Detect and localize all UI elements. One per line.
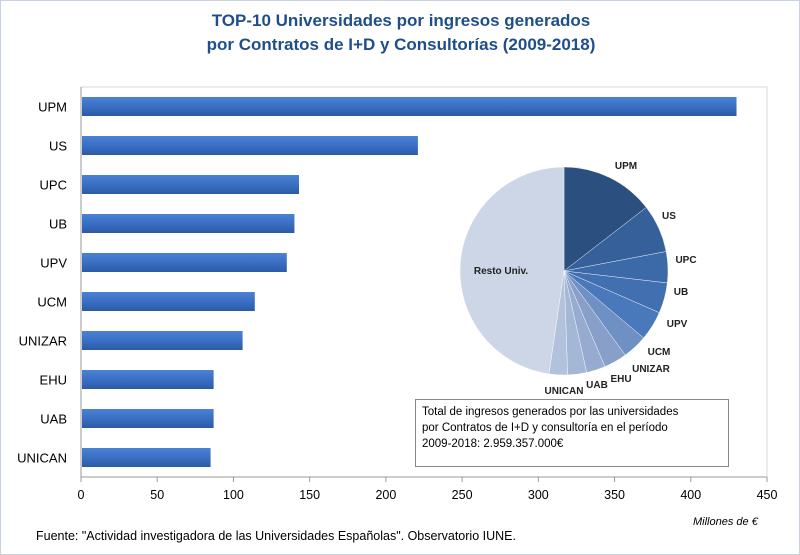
pie-label: Resto Univ. xyxy=(474,266,528,277)
bar-uab xyxy=(82,409,214,428)
pie-label: UPV xyxy=(667,319,688,330)
pie-label: UCM xyxy=(648,347,671,358)
x-tick-label: 0 xyxy=(78,488,85,502)
pie-label: UPM xyxy=(615,161,637,172)
x-tick-label: 100 xyxy=(223,488,244,502)
bar-unizar xyxy=(82,331,243,350)
x-tick-label: 350 xyxy=(604,488,625,502)
y-tick-label: UPC xyxy=(40,178,67,193)
chart-title: TOP-10 Universidades por ingresos genera… xyxy=(1,9,799,57)
x-tick-label: 200 xyxy=(375,488,396,502)
bar-upc xyxy=(82,175,299,194)
x-tick-label: 50 xyxy=(150,488,164,502)
bar-ub xyxy=(82,214,295,233)
pie-slice-resto-univ- xyxy=(459,166,565,375)
y-tick-label: UB xyxy=(49,217,67,232)
bar-unican xyxy=(82,448,211,467)
y-tick-label: US xyxy=(49,139,67,154)
pie-label: UAB xyxy=(586,380,608,391)
x-tick-label: 300 xyxy=(528,488,549,502)
y-tick-label: UPV xyxy=(40,256,67,271)
pie-label: US xyxy=(662,211,676,222)
pie-label: UB xyxy=(674,287,688,298)
bar-ehu xyxy=(82,370,214,389)
title-line-2: por Contratos de I+D y Consultorías (200… xyxy=(206,35,596,54)
note-line: por Contratos de I+D y consultoría en el… xyxy=(422,422,668,434)
y-tick-label: UAB xyxy=(40,412,67,427)
pie-label: EHU xyxy=(610,374,631,385)
source-note: Fuente: "Actividad investigadora de las … xyxy=(36,529,516,543)
y-tick-label: EHU xyxy=(40,373,67,388)
bar-upm xyxy=(82,97,737,116)
bar-ucm xyxy=(82,292,255,311)
x-tick-label: 250 xyxy=(452,488,473,502)
total-note-box: Total de ingresos generados por las univ… xyxy=(415,399,729,467)
pie-label: UNICAN xyxy=(545,386,584,397)
note-line: Total de ingresos generados por las univ… xyxy=(422,406,679,418)
title-line-1: TOP-10 Universidades por ingresos genera… xyxy=(211,11,591,30)
pie-label: UNIZAR xyxy=(632,364,671,375)
x-tick-label: 150 xyxy=(299,488,320,502)
x-tick-label: 450 xyxy=(757,488,778,502)
y-tick-label: UPM xyxy=(38,100,67,115)
pie-slice-upm xyxy=(563,166,647,272)
x-tick-label: 400 xyxy=(680,488,701,502)
note-line: 2009-2018: 2.959.357.000€ xyxy=(422,438,564,450)
y-tick-label: UNIZAR xyxy=(19,334,67,349)
x-axis-label: Millones de € xyxy=(693,516,758,528)
bar-us xyxy=(82,136,418,155)
y-tick-label: UNICAN xyxy=(17,451,67,466)
pie-label: UPC xyxy=(675,255,696,266)
bar-upv xyxy=(82,253,287,272)
y-tick-label: UCM xyxy=(37,295,67,310)
